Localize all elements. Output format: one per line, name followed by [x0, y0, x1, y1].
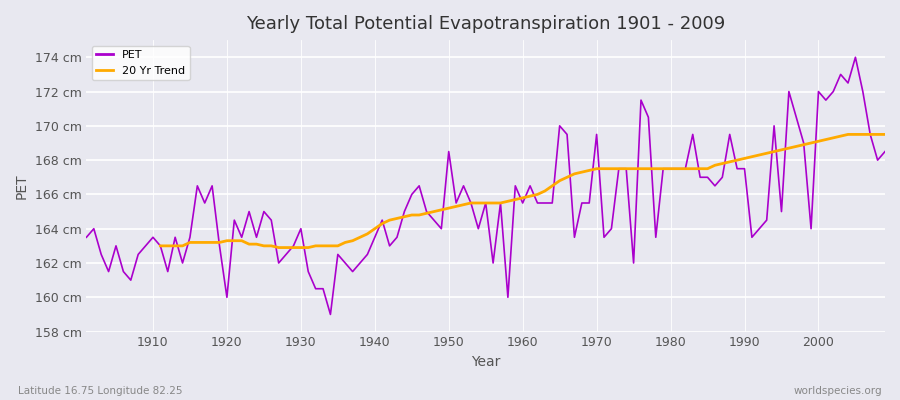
- PET: [355, 261, 365, 266]
- PET: [302, 269, 313, 274]
- 20 Yr Trend: [155, 244, 166, 248]
- 20 Yr Trend: [384, 218, 395, 222]
- Title: Yearly Total Potential Evapotranspiration 1901 - 2009: Yearly Total Potential Evapotranspiratio…: [246, 15, 725, 33]
- PET: [850, 55, 860, 60]
- PET: [614, 166, 625, 171]
- Text: worldspecies.org: worldspecies.org: [794, 386, 882, 396]
- 20 Yr Trend: [547, 184, 558, 188]
- PET: [518, 200, 528, 205]
- PET: [879, 149, 890, 154]
- Text: Latitude 16.75 Longitude 82.25: Latitude 16.75 Longitude 82.25: [18, 386, 183, 396]
- Line: 20 Yr Trend: 20 Yr Trend: [160, 134, 885, 248]
- Line: PET: PET: [86, 57, 885, 314]
- 20 Yr Trend: [525, 194, 535, 198]
- 20 Yr Trend: [355, 235, 365, 240]
- 20 Yr Trend: [274, 245, 284, 250]
- Legend: PET, 20 Yr Trend: PET, 20 Yr Trend: [92, 46, 190, 80]
- PET: [325, 312, 336, 317]
- 20 Yr Trend: [732, 158, 742, 162]
- 20 Yr Trend: [332, 244, 343, 248]
- Y-axis label: PET: PET: [15, 173, 29, 199]
- PET: [81, 235, 92, 240]
- X-axis label: Year: Year: [471, 355, 500, 369]
- 20 Yr Trend: [842, 132, 853, 137]
- 20 Yr Trend: [879, 132, 890, 137]
- PET: [525, 184, 535, 188]
- PET: [140, 244, 151, 248]
